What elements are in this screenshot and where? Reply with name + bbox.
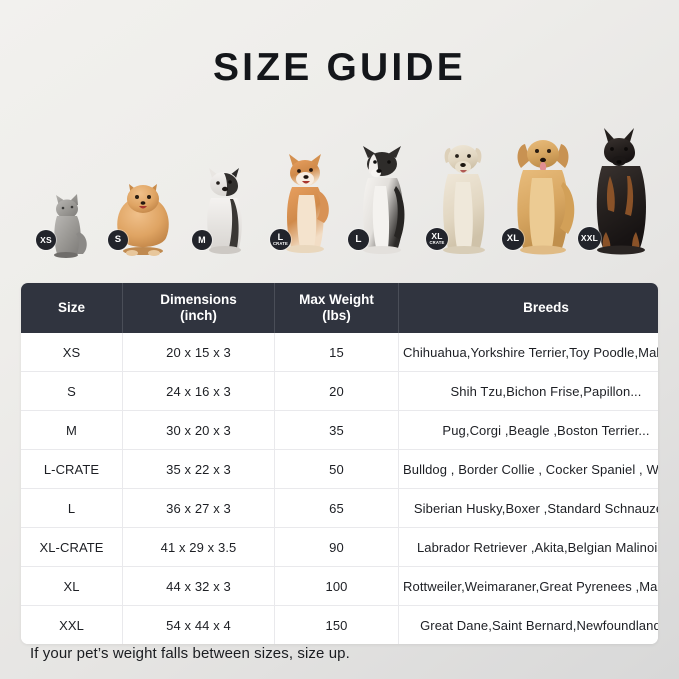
animal-l-crate-shiba-inu: L CRATE <box>270 153 346 258</box>
size-badge-l-label: L <box>355 233 362 245</box>
cell-size: L <box>21 488 123 528</box>
size-badge-xl-label: XL <box>506 233 520 245</box>
column-header-breeds: Breeds <box>398 283 658 333</box>
shiba-inu-illustration <box>286 154 329 253</box>
cell-dimensions: 36 x 27 x 3 <box>122 488 275 528</box>
cell-size: L-CRATE <box>21 449 123 489</box>
cell-dimensions: 54 x 44 x 4 <box>122 605 275 644</box>
animal-m-french-bulldog: M <box>192 168 258 258</box>
cell-size: XL-CRATE <box>21 527 123 567</box>
cell-max-weight: 20 <box>274 371 399 411</box>
cell-dimensions: 24 x 16 x 3 <box>122 371 275 411</box>
cell-max-weight: 50 <box>274 449 399 489</box>
cell-size: S <box>21 371 123 411</box>
gray-cat-illustration <box>54 194 87 258</box>
cell-max-weight: 90 <box>274 527 399 567</box>
size-badge-l-crate-sublabel: CRATE <box>272 241 289 247</box>
cell-breeds: Labrador Retriever ,Akita,Belgian Malino… <box>398 527 658 567</box>
table-row: XXL 54 x 44 x 4 150 Great Dane,Saint Ber… <box>21 605 658 644</box>
size-badge-l-crate-label: L <box>277 231 284 242</box>
animal-xs-gray-cat: XS <box>36 188 96 258</box>
table-header-row: Size Dimensions (inch) Max Weight (lbs) … <box>21 283 658 333</box>
column-header-size-line1: Size <box>57 300 85 316</box>
animal-xxl-doberman: XXL <box>578 128 668 258</box>
labrador-illustration <box>443 145 485 254</box>
animal-xl-crate-labrador: XL CRATE <box>426 140 506 258</box>
table-row: L-CRATE 35 x 22 x 3 50 Bulldog , Border … <box>21 449 658 489</box>
cell-max-weight: 65 <box>274 488 399 528</box>
cell-max-weight: 35 <box>274 410 399 450</box>
cell-breeds: Rottweiler,Weimaraner,Great Pyrenees ,Ma… <box>398 566 658 606</box>
animal-xl-golden-retriever: XL <box>502 134 588 258</box>
table-row: L 36 x 27 x 3 65 Siberian Husky,Boxer ,S… <box>21 488 658 528</box>
golden-retriever-illustration <box>517 140 575 255</box>
animal-l-border-collie: L <box>348 146 424 258</box>
size-badge-l: L <box>348 229 369 250</box>
cell-dimensions: 20 x 15 x 3 <box>122 333 275 372</box>
animal-size-illustrations: XS S <box>0 118 679 258</box>
cell-size: XL <box>21 566 123 606</box>
column-header-breeds-line1: Breeds <box>523 300 569 316</box>
border-collie-illustration <box>363 146 405 254</box>
cell-size: XXL <box>21 605 123 644</box>
table-header: Size Dimensions (inch) Max Weight (lbs) … <box>21 283 658 333</box>
size-badge-xl-crate: XL CRATE <box>426 228 448 250</box>
column-header-max-weight: Max Weight (lbs) <box>274 283 399 333</box>
cell-breeds: Siberian Husky,Boxer ,Standard Schnauzer… <box>398 488 658 528</box>
size-badge-xxl-label: XXL <box>580 233 599 244</box>
column-header-size: Size <box>21 283 123 333</box>
column-header-dimensions-line1: Dimensions <box>160 292 237 308</box>
size-badge-xxl: XXL <box>578 227 601 250</box>
table-row: S 24 x 16 x 3 20 Shih Tzu,Bichon Frise,P… <box>21 371 658 411</box>
cell-breeds: Pug,Corgi ,Beagle ,Boston Terrier... <box>398 410 658 450</box>
french-bulldog-illustration <box>207 168 242 254</box>
cell-breeds: Bulldog , Border Collie , Cocker Spaniel… <box>398 449 658 489</box>
table-row: XL 44 x 32 x 3 100 Rottweiler,Weimaraner… <box>21 566 658 606</box>
column-header-dimensions: Dimensions (inch) <box>122 283 275 333</box>
cell-max-weight: 150 <box>274 605 399 644</box>
column-header-max-weight-line1: Max Weight <box>299 292 374 308</box>
cell-dimensions: 35 x 22 x 3 <box>122 449 275 489</box>
animal-s-pomeranian: S <box>108 176 178 258</box>
size-badge-xs: XS <box>36 230 56 250</box>
size-badge-l-crate: L CRATE <box>270 229 291 250</box>
size-badge-s-label: S <box>114 234 122 246</box>
cell-max-weight: 15 <box>274 333 399 372</box>
table-row: M 30 x 20 x 3 35 Pug,Corgi ,Beagle ,Bost… <box>21 410 658 450</box>
size-badge-xl-crate-label: XL <box>431 231 443 242</box>
pomeranian-illustration <box>117 184 169 256</box>
cell-breeds: Shih Tzu,Bichon Frise,Papillon... <box>398 371 658 411</box>
size-badge-xl: XL <box>502 228 524 250</box>
cell-max-weight: 100 <box>274 566 399 606</box>
cell-size: XS <box>21 333 123 372</box>
table-row: XL-CRATE 41 x 29 x 3.5 90 Labrador Retri… <box>21 527 658 567</box>
cell-dimensions: 30 x 20 x 3 <box>122 410 275 450</box>
cell-breeds: Chihuahua,Yorkshire Terrier,Toy Poodle,M… <box>398 333 658 372</box>
size-badge-m: M <box>192 230 212 250</box>
size-badge-m-label: M <box>198 234 206 245</box>
footer-note: If your pet’s weight falls between sizes… <box>30 645 350 662</box>
size-badge-s: S <box>108 230 128 250</box>
column-header-max-weight-line2: (lbs) <box>322 308 351 323</box>
table-row: XS 20 x 15 x 3 15 Chihuahua,Yorkshire Te… <box>21 333 658 372</box>
column-header-dimensions-line2: (inch) <box>180 308 217 323</box>
doberman-illustration <box>596 128 646 255</box>
cell-dimensions: 44 x 32 x 3 <box>122 566 275 606</box>
table-body: XS 20 x 15 x 3 15 Chihuahua,Yorkshire Te… <box>21 333 658 644</box>
size-chart-table-container: Size Dimensions (inch) Max Weight (lbs) … <box>21 283 658 644</box>
page-title: SIZE GUIDE <box>212 46 467 89</box>
size-badge-xl-crate-sublabel: CRATE <box>429 240 445 246</box>
size-badge-xs-label: XS <box>40 234 52 245</box>
cell-dimensions: 41 x 29 x 3.5 <box>122 527 275 567</box>
cell-breeds: Great Dane,Saint Bernard,Newfoundland... <box>398 605 658 644</box>
size-chart-table: Size Dimensions (inch) Max Weight (lbs) … <box>21 283 658 644</box>
cell-size: M <box>21 410 123 450</box>
